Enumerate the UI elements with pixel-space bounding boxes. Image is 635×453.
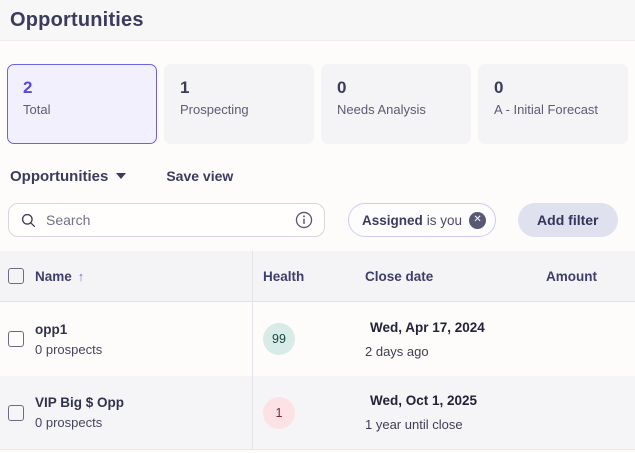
opportunities-table: Name ↑ Health Close date Amount opp1 0 p… bbox=[0, 251, 635, 450]
header-cell-close-date: Close date bbox=[365, 251, 546, 301]
header-cell-health: Health bbox=[253, 251, 365, 301]
header-cell-amount: Amount bbox=[546, 251, 635, 301]
stat-card-needs-analysis[interactable]: 0 Needs Analysis bbox=[321, 64, 471, 144]
stat-label: A - Initial Forecast bbox=[494, 102, 599, 117]
health-score-badge: 99 bbox=[263, 323, 295, 355]
arrow-up-icon: ↑ bbox=[77, 268, 85, 284]
view-bar: Opportunities Save view bbox=[0, 166, 635, 186]
magnifier-icon bbox=[21, 213, 36, 227]
stat-card-row: 2 Total 1 Prospecting 0 Needs Analysis 0… bbox=[0, 41, 635, 144]
column-header-name[interactable]: Name ↑ bbox=[35, 268, 85, 284]
row-checkbox[interactable] bbox=[8, 331, 24, 347]
close-date: Wed, Oct 1, 2025 bbox=[370, 393, 478, 408]
prospect-count: 0 prospects bbox=[35, 415, 103, 430]
opportunity-name-block: VIP Big $ Opp 0 prospects bbox=[35, 395, 124, 430]
table-row[interactable]: VIP Big $ Opp 0 prospects 1 Wed, Oct 1, … bbox=[0, 376, 635, 450]
chevron-down-icon bbox=[116, 173, 127, 179]
table-header-row: Name ↑ Health Close date Amount bbox=[0, 251, 635, 302]
table-row[interactable]: opp1 0 prospects 99 Wed, Apr 17, 2024 2 … bbox=[0, 302, 635, 376]
cell-name: opp1 0 prospects bbox=[0, 302, 253, 376]
view-selector-label: Opportunities bbox=[10, 167, 109, 185]
stat-value: 2 bbox=[23, 78, 33, 97]
page-title: Opportunities bbox=[10, 8, 144, 31]
cell-close-date: Wed, Apr 17, 2024 2 days ago bbox=[365, 302, 546, 376]
filter-chip-condition: is you bbox=[426, 212, 463, 228]
row-checkbox[interactable] bbox=[8, 404, 24, 421]
add-filter-button[interactable]: Add filter bbox=[518, 203, 618, 237]
cell-health: 1 bbox=[253, 376, 365, 449]
stat-value: 0 bbox=[337, 78, 347, 97]
filter-chip-assigned[interactable]: Assigned is you ✕ bbox=[348, 203, 497, 237]
opportunity-name-block: opp1 0 prospects bbox=[35, 322, 102, 357]
info-circle-icon[interactable] bbox=[295, 211, 313, 229]
column-header-health[interactable]: Health bbox=[263, 268, 305, 284]
column-header-amount[interactable]: Amount bbox=[546, 268, 597, 284]
stat-label: Prospecting bbox=[180, 102, 249, 117]
page-header: Opportunities bbox=[0, 0, 635, 41]
view-selector[interactable]: Opportunities bbox=[10, 168, 108, 185]
stat-label: Total bbox=[23, 102, 51, 117]
stat-card-total[interactable]: 2 Total bbox=[7, 64, 157, 144]
close-date-note: 2 days ago bbox=[365, 343, 429, 359]
stat-value: 1 bbox=[180, 78, 190, 97]
search-box[interactable] bbox=[8, 203, 325, 237]
stat-value: 0 bbox=[494, 78, 504, 97]
x-circle-icon[interactable]: ✕ bbox=[469, 211, 487, 229]
stat-label: Needs Analysis bbox=[337, 102, 426, 117]
cell-amount bbox=[546, 376, 635, 449]
stat-card-initial-forecast[interactable]: 0 A - Initial Forecast bbox=[478, 64, 628, 144]
save-view-button[interactable]: Save view bbox=[166, 168, 234, 184]
close-date-note: 1 year until close bbox=[365, 417, 463, 432]
cell-name: VIP Big $ Opp 0 prospects bbox=[0, 376, 253, 449]
opportunity-name[interactable]: VIP Big $ Opp bbox=[35, 395, 125, 410]
stat-card-prospecting[interactable]: 1 Prospecting bbox=[164, 64, 314, 144]
opportunity-name[interactable]: opp1 bbox=[35, 321, 68, 337]
health-score-badge: 1 bbox=[263, 396, 295, 429]
column-header-close-date[interactable]: Close date bbox=[365, 268, 434, 284]
cell-health: 99 bbox=[253, 302, 365, 376]
header-cell-name: Name ↑ bbox=[0, 251, 253, 301]
search-filter-bar: Assigned is you ✕ Add filter bbox=[0, 203, 635, 237]
prospect-count: 0 prospects bbox=[35, 341, 103, 357]
select-all-checkbox[interactable] bbox=[8, 268, 24, 284]
cell-close-date: Wed, Oct 1, 2025 1 year until close bbox=[365, 376, 546, 449]
cell-amount bbox=[546, 302, 635, 376]
search-input[interactable] bbox=[46, 212, 295, 228]
filter-chip-field: Assigned bbox=[362, 212, 423, 228]
close-date: Wed, Apr 17, 2024 bbox=[370, 319, 485, 335]
